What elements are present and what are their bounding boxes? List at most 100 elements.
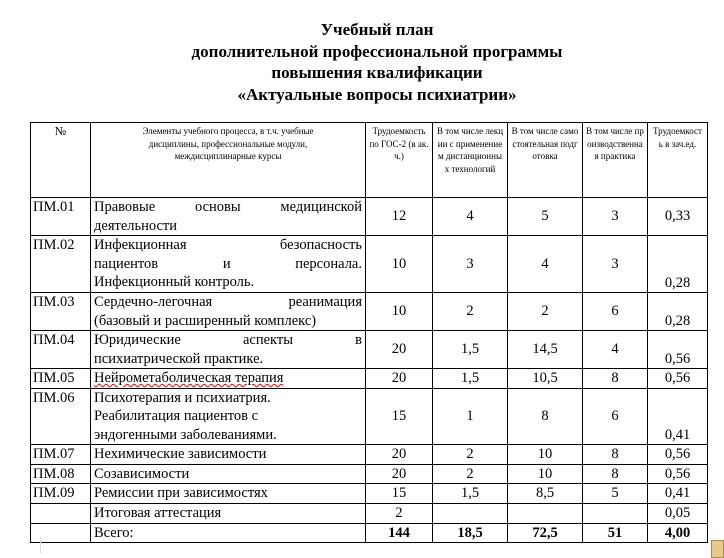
row-credits: 0,41: [647, 483, 708, 504]
row-name: Инфекционная безопасность пациентов и пер…: [90, 235, 366, 293]
row-code: ПМ.08: [30, 463, 91, 484]
header-elements: Элементы учебного процесса, в т.ч. учебн…: [90, 122, 366, 198]
table-row: ПМ.02 Инфекционная безопасность пациентов …: [30, 235, 708, 293]
row-name: Нейрометаболическая терапия: [90, 368, 366, 389]
row-hours: 2: [365, 503, 433, 524]
row-code: ПМ.01: [30, 197, 91, 236]
row-code: ПМ.03: [30, 292, 91, 331]
row-hours: 10: [365, 292, 433, 331]
row-credits: 0,05: [647, 503, 708, 524]
row-lectures: 2: [432, 444, 508, 465]
row-hours: 15: [365, 483, 433, 504]
row-name-line: Ремиссии при зависимостях: [94, 485, 268, 501]
row-code: ПМ.07: [30, 444, 91, 465]
row-name-line: Реабилитация пациентов с: [94, 408, 259, 424]
row-credits: 0,33: [647, 197, 708, 236]
row-hours: 20: [365, 330, 433, 369]
total-row: Всего: 144 18,5 72,5 51 4,00: [30, 522, 708, 543]
header-lectures: В том числе лекции с применением дистанц…: [432, 122, 508, 198]
row-lectures: 1,5: [432, 368, 508, 389]
table-row: ПМ.06 Психотерапия и психиатрия. Реабилита…: [30, 387, 708, 445]
table-row: ПМ.04 Юридические аспекты в психиатрическо…: [30, 330, 708, 369]
row-self: 10,5: [507, 368, 583, 389]
row-practice: 8: [582, 368, 648, 389]
row-hours: 20: [365, 463, 433, 484]
row-lectures: [432, 503, 508, 524]
row-code: ПМ.05: [30, 368, 91, 389]
row-name-line: Итоговая аттестация: [94, 505, 222, 521]
row-self: [507, 503, 583, 524]
row-code: ПМ.06: [30, 387, 91, 445]
table-row: ПМ.05 Нейрометаболическая терапия 20 1,5 10,…: [30, 368, 708, 389]
row-lectures: 3: [432, 235, 508, 293]
total-self-study: 72,5: [507, 522, 583, 543]
row-lectures: 1,5: [432, 330, 508, 369]
table-row: ПМ.08 Созависимости 20 2 10 8 0,56: [30, 463, 708, 484]
row-lectures: 1,5: [432, 483, 508, 504]
total-label: Всего:: [90, 522, 366, 543]
row-name: Итоговая аттестация: [90, 503, 366, 524]
row-practice: 6: [582, 387, 648, 445]
header-self-study: В том числе самостоятельная подготовка: [507, 122, 583, 198]
row-credits: 0,56: [647, 330, 708, 369]
row-code: ПМ.09: [30, 483, 91, 504]
row-name-line: Психотерапия и психиатрия.: [94, 389, 271, 406]
clipboard-paste-icon[interactable]: [711, 540, 724, 558]
row-self: 4: [507, 235, 583, 293]
row-lectures: 1: [432, 387, 508, 445]
row-credits: 0,56: [647, 463, 708, 484]
row-name-line: Инфекционная безопасность: [94, 237, 362, 253]
row-name-line: Сердечно-легочная реанимация: [94, 294, 362, 310]
header-hours: Трудоемкость по ГОС-2 (в ак.ч.): [365, 122, 433, 198]
table-row: ПМ.07 Нехимические зависимости 20 2 10 8 0,56: [30, 444, 708, 465]
row-name: Юридические аспекты в психиатрической пра…: [90, 330, 366, 369]
text-cursor: [40, 537, 41, 553]
table-row: Итоговая аттестация 2 0,05: [30, 503, 708, 524]
row-practice: 8: [582, 463, 648, 484]
table-row: ПМ.03 Сердечно-легочная реанимация (базовы…: [30, 292, 708, 331]
row-name-line: Нехимические зависимости: [94, 446, 267, 462]
table-row: ПМ.01 Правовые основы медицинской деятельн…: [30, 197, 708, 236]
header-practice: В том числе производственная практика: [582, 122, 648, 198]
row-practice: 6: [582, 292, 648, 331]
row-self: 10: [507, 444, 583, 465]
row-self: 14,5: [507, 330, 583, 369]
row-name: Правовые основы медицинской деятельности: [90, 197, 366, 236]
row-name-line: (базовый и расширенный комплекс): [94, 312, 317, 329]
row-name: Сердечно-легочная реанимация (базовый и р…: [90, 292, 366, 331]
row-lectures: 2: [432, 463, 508, 484]
row-code: [30, 503, 91, 524]
total-practice: 51: [582, 522, 648, 543]
total-hours: 144: [365, 522, 433, 543]
row-credits: 0,56: [647, 368, 708, 389]
document-title: Учебный план дополнительной профессионал…: [30, 19, 724, 105]
title-line: повышения квалификации: [271, 63, 483, 82]
row-lectures: 2: [432, 292, 508, 331]
row-practice: 5: [582, 483, 648, 504]
row-name-line: пациентов и персонала.: [94, 255, 362, 272]
row-practice: 8: [582, 444, 648, 465]
row-self: 8: [507, 387, 583, 445]
row-code: ПМ.04: [30, 330, 91, 369]
row-practice: [582, 503, 648, 524]
row-credits: 0,28: [647, 292, 708, 331]
row-hours: 15: [365, 387, 433, 445]
row-name-line: Инфекционный контроль.: [94, 274, 255, 290]
row-name-line: Юридические аспекты в: [94, 332, 362, 348]
header-number: №: [30, 122, 91, 198]
row-hours: 12: [365, 197, 433, 236]
title-line: «Актуальные вопросы психиатрии»: [237, 84, 517, 104]
total-credits: 4,00: [647, 522, 708, 543]
row-credits: 0,28: [647, 235, 708, 293]
row-name-line: деятельности: [94, 217, 178, 234]
table-header-row: № Элементы учебного процесса, в т.ч. уче…: [30, 122, 708, 198]
curriculum-table: № Элементы учебного процесса, в т.ч. уче…: [30, 122, 708, 543]
row-name-line: психиатрической практике.: [94, 350, 264, 367]
row-practice: 3: [582, 235, 648, 293]
row-hours: 10: [365, 235, 433, 293]
row-code: ПМ.02: [30, 235, 91, 293]
title-line: Учебный план: [320, 20, 434, 39]
row-self: 8,5: [507, 483, 583, 504]
row-practice: 4: [582, 330, 648, 369]
row-credits: 0,41: [647, 387, 708, 445]
